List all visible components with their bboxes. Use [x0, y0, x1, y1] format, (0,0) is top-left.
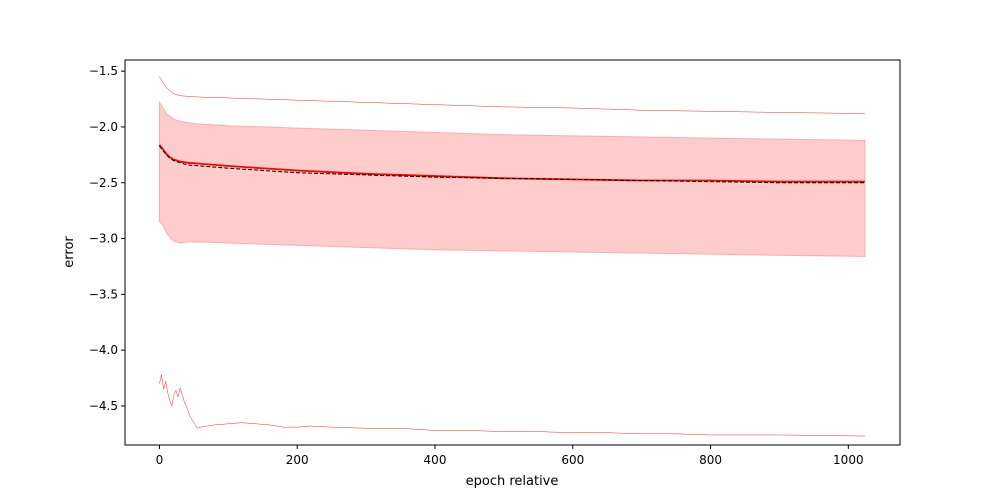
y-axis-label: error: [62, 236, 77, 268]
band-layer: [158, 100, 866, 257]
confidence-band: [158, 100, 866, 257]
series-line-envelope-min: [159, 374, 865, 437]
plot-frame: [124, 59, 901, 446]
x-tick-label: 400: [424, 453, 447, 467]
x-axis-ticks: 0 200 400 600 800 1000: [156, 445, 864, 467]
y-tick-label: −2.5: [89, 176, 118, 190]
x-tick-label: 1000: [833, 453, 864, 467]
series-line-mean: [158, 144, 865, 183]
y-tick-label: −2.0: [89, 120, 118, 134]
x-tick-label: 800: [699, 453, 722, 467]
series-line-envelope-max: [159, 76, 865, 114]
y-tick-label: −3.0: [89, 232, 118, 246]
y-tick-label: −3.5: [89, 287, 118, 301]
x-tick-label: 0: [156, 453, 164, 467]
x-axis-label: epoch relative: [466, 474, 559, 489]
y-tick-label: −4.5: [89, 399, 118, 413]
y-tick-label: −1.5: [89, 64, 118, 78]
x-tick-label: 200: [286, 453, 309, 467]
x-tick-label: 600: [561, 453, 584, 467]
series-line-median: [159, 145, 865, 184]
y-axis-ticks: −1.5 −2.0 −2.5 −3.0 −3.5 −4.0 −4.5: [89, 64, 125, 413]
y-tick-label: −4.0: [89, 343, 118, 357]
series-layer: [158, 76, 865, 437]
